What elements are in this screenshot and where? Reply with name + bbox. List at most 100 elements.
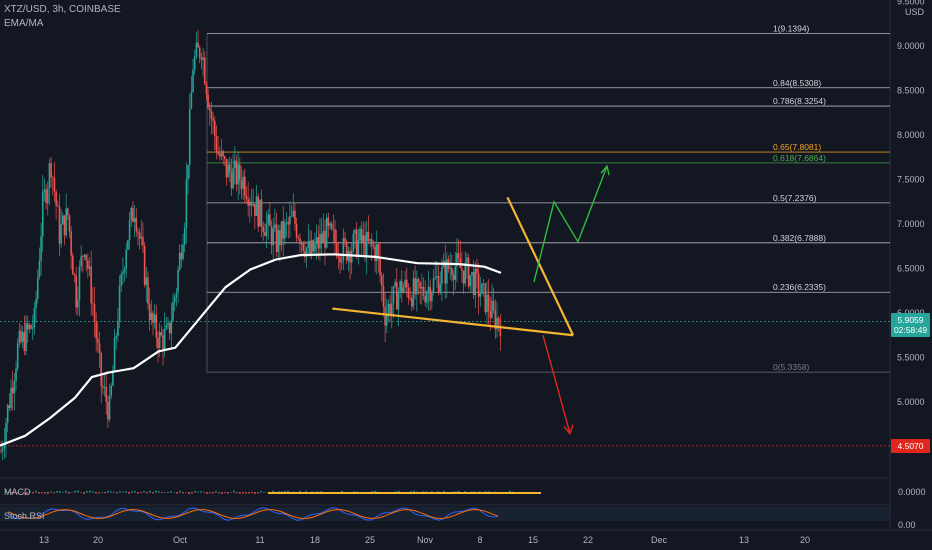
macd-histogram-bar <box>311 491 313 493</box>
candle-body <box>272 228 275 246</box>
macd-histogram-bar <box>398 490 400 493</box>
candle-body <box>18 330 21 344</box>
candle-body <box>414 278 416 295</box>
candle-body <box>140 236 143 239</box>
candle-body <box>80 256 82 267</box>
candle-body <box>474 268 477 296</box>
macd-histogram-bar <box>188 492 190 495</box>
price-axis-panel[interactable] <box>890 0 932 550</box>
candle-body <box>107 401 109 420</box>
candle-body <box>195 42 198 57</box>
macd-histogram-bar <box>119 491 121 493</box>
candle-body <box>67 208 69 216</box>
current-price-badge: 5.9059 02:58:49 <box>891 313 930 337</box>
candle-body <box>444 261 447 284</box>
candle-body <box>374 246 376 262</box>
candle-body <box>82 256 84 258</box>
candle-body <box>394 282 396 287</box>
candle-body <box>257 196 259 227</box>
macd-histogram-bar <box>266 491 268 493</box>
macd-histogram-bar <box>128 492 130 494</box>
macd-histogram-bar <box>473 491 475 493</box>
macd-histogram-bar <box>98 492 100 494</box>
candle-body <box>167 323 169 325</box>
candle-body <box>255 196 258 216</box>
candle-body <box>422 286 425 296</box>
stoch-k-line <box>7 507 499 521</box>
candle-body <box>83 254 86 257</box>
candle-body <box>395 282 398 310</box>
candle-body <box>406 279 408 288</box>
macd-histogram-bar <box>104 492 106 494</box>
candle-body <box>476 268 478 274</box>
macd-histogram-bar <box>35 490 37 493</box>
candle-body <box>217 151 219 155</box>
candle-body <box>97 338 99 344</box>
candle-body <box>327 217 330 226</box>
macd-histogram-bar <box>284 491 286 493</box>
macd-histogram-bar <box>32 492 34 494</box>
macd-histogram-bar <box>41 492 43 494</box>
candle-body <box>402 287 405 293</box>
bullish-arrowhead-icon <box>600 164 610 176</box>
candle-body <box>16 343 19 369</box>
candle-body <box>377 244 380 258</box>
candle-body <box>190 91 193 109</box>
macd-histogram-bar <box>47 492 49 495</box>
macd-histogram-bar <box>68 492 70 494</box>
macd-histogram-bar <box>122 491 124 493</box>
candle-body <box>297 237 300 239</box>
fib-level-label: 0.5(7.2376) <box>773 193 817 203</box>
date-tick-label: Nov <box>417 535 434 545</box>
candle-body <box>307 240 310 248</box>
price-tick-label: 6.5000 <box>897 264 925 274</box>
candle-body <box>182 244 184 260</box>
candle-body <box>404 279 406 288</box>
candle-body <box>180 252 183 260</box>
date-tick-label: 18 <box>310 535 320 545</box>
candle-body <box>317 237 320 249</box>
macd-histogram-bar <box>272 490 274 493</box>
candle-body <box>350 250 353 263</box>
macd-histogram-bar <box>134 491 136 493</box>
candle-body <box>481 283 483 294</box>
candle-body <box>355 229 358 258</box>
candle-body <box>397 292 400 310</box>
macd-histogram-bar <box>176 492 178 494</box>
candle-body <box>198 47 201 58</box>
target-price-value: 4.5070 <box>897 441 924 451</box>
candle-body <box>274 224 276 229</box>
stoch-value-label: 0.00 <box>898 520 916 530</box>
candle-body <box>177 269 179 293</box>
macd-histogram-bar <box>107 490 109 493</box>
candle-body <box>482 283 485 285</box>
candle-body <box>491 300 493 318</box>
macd-histogram-bar <box>437 491 439 493</box>
candle-body <box>349 251 351 263</box>
fib-level-label: 0.236(6.2335) <box>773 282 826 292</box>
candle-body <box>299 238 301 245</box>
candle-body <box>399 280 401 293</box>
candle-body <box>456 253 458 267</box>
date-tick-label: Oct <box>173 535 188 545</box>
candle-body <box>51 177 54 178</box>
candle-body <box>203 57 206 84</box>
macd-histogram-bar <box>158 491 160 493</box>
candle-body <box>436 276 438 278</box>
macd-histogram-bar <box>11 492 13 494</box>
candle-body <box>466 257 468 263</box>
candle-body <box>150 312 153 321</box>
candle-body <box>464 262 467 284</box>
fib-level-label: 1(9.1394) <box>773 24 810 34</box>
macd-histogram-bar <box>146 492 148 494</box>
candle-body <box>178 252 181 270</box>
macd-histogram-bar <box>80 492 82 493</box>
candle-body <box>103 387 106 388</box>
price-tick-label: 8.0000 <box>897 130 925 140</box>
candle-body <box>372 245 375 247</box>
candle-body <box>300 242 303 245</box>
candle-body <box>170 320 173 334</box>
stoch-d-line <box>7 509 499 519</box>
candle-body <box>314 244 316 252</box>
